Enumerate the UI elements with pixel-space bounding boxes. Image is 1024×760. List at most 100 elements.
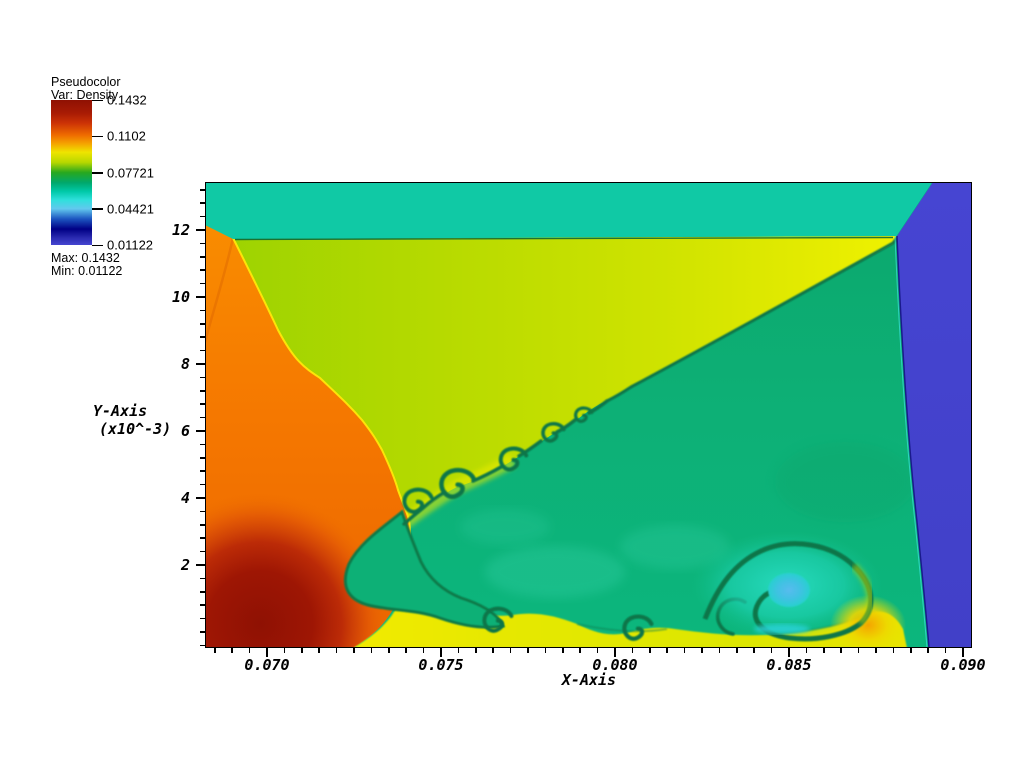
colorbar-tick-mark [92, 172, 103, 174]
colorbar-tick-label: 0.07721 [107, 165, 154, 180]
y-axis-title: Y-Axis [93, 402, 148, 420]
tick-mark [200, 349, 205, 352]
region-top-band [205, 182, 934, 241]
tick-mark [353, 648, 355, 653]
tick-mark [509, 648, 512, 653]
tick-mark [805, 648, 808, 653]
tick-mark [200, 470, 205, 472]
tick-mark [200, 604, 205, 606]
legend-title: Pseudocolor [51, 75, 121, 89]
tick-mark [475, 648, 477, 653]
primary-vortex [692, 531, 906, 648]
tick-mark [248, 648, 251, 653]
colorbar-tick-mark [92, 135, 103, 138]
tick-mark [200, 631, 205, 633]
legend-min: Min: 0.01122 [51, 264, 123, 278]
tick-mark [200, 215, 205, 218]
tick-mark [200, 443, 205, 446]
tick-mark [214, 648, 216, 653]
tick-mark [196, 363, 205, 365]
tick-mark [370, 648, 373, 653]
tick-mark [200, 524, 205, 526]
tick-mark [770, 648, 773, 653]
tick-mark [200, 550, 205, 553]
tick-mark [200, 577, 205, 580]
colorbar-tick-label: 0.1432 [107, 92, 147, 108]
tick-mark [231, 648, 233, 653]
colorbar-tick-label: 0.01122 [107, 237, 154, 253]
tick-mark [200, 457, 205, 459]
x-tick-label: 0.090 [940, 656, 986, 674]
slip-line-kh-vortices [402, 236, 899, 641]
x-tick-label: 0.075 [418, 656, 464, 674]
tick-mark [492, 648, 494, 653]
pseudocolor-plot[interactable] [205, 182, 972, 648]
tick-mark [683, 648, 686, 653]
y-tick-label: 10 [171, 288, 190, 306]
colorbar-tick-label: 0.04421 [107, 201, 154, 217]
tick-mark [736, 648, 738, 653]
tick-mark [649, 648, 651, 653]
colorbar [51, 100, 92, 245]
tick-mark [200, 416, 205, 419]
tick-mark [200, 617, 205, 620]
region-jet-nose [344, 509, 506, 629]
tick-mark [631, 648, 634, 653]
tick-mark [196, 564, 205, 566]
tick-mark [544, 648, 547, 653]
tick-mark [422, 648, 425, 653]
tick-mark [440, 648, 442, 657]
y-axis-units: (x10^-3) [99, 420, 172, 438]
x-tick-label: 0.070 [244, 656, 290, 674]
tick-mark [962, 648, 964, 657]
x-axis-title: X-Axis [561, 671, 617, 689]
tick-mark [457, 648, 460, 653]
legend-subtitle: Var: Density [51, 88, 119, 102]
vortex-orange-blob [830, 595, 906, 648]
tick-mark [892, 648, 895, 653]
tick-mark [910, 648, 912, 653]
tick-mark [840, 648, 842, 653]
tick-mark [200, 390, 205, 392]
tick-mark [944, 648, 947, 653]
tick-mark [527, 648, 529, 653]
tick-mark [718, 648, 721, 653]
tick-mark [301, 648, 303, 653]
tick-mark [875, 648, 877, 653]
tick-mark [666, 648, 668, 653]
tick-mark [200, 510, 205, 513]
tick-mark [200, 591, 205, 593]
tick-mark [266, 648, 268, 657]
tick-mark [927, 648, 929, 653]
tick-mark [701, 648, 703, 653]
tick-mark [196, 497, 205, 499]
tick-mark [335, 648, 338, 653]
tick-mark [200, 644, 205, 647]
region-low-density-blue [894, 182, 972, 648]
tick-mark [200, 309, 205, 312]
tick-mark [562, 648, 564, 653]
tick-mark [200, 242, 205, 245]
tick-mark [579, 648, 581, 653]
tick-mark [857, 648, 860, 653]
tick-mark [200, 537, 205, 539]
region-incident-shock [205, 225, 411, 648]
tick-mark [196, 229, 205, 231]
tick-mark [283, 648, 286, 653]
vortex-core [768, 573, 810, 607]
region-max-density-blob [205, 492, 392, 648]
tick-mark [200, 269, 205, 271]
tick-mark [200, 323, 205, 325]
vortex-cyan-lens [754, 624, 810, 634]
y-tick-label: 4 [180, 489, 190, 507]
tick-mark [200, 483, 205, 486]
y-tick-label: 12 [171, 221, 190, 239]
tick-mark [200, 336, 205, 338]
tick-mark [388, 648, 390, 653]
colorbar-tick-mark [92, 208, 103, 210]
x-tick-label: 0.080 [592, 656, 638, 674]
tick-mark [200, 189, 205, 191]
x-tick-label: 0.085 [766, 656, 812, 674]
colorbar-tick-mark [92, 99, 103, 101]
